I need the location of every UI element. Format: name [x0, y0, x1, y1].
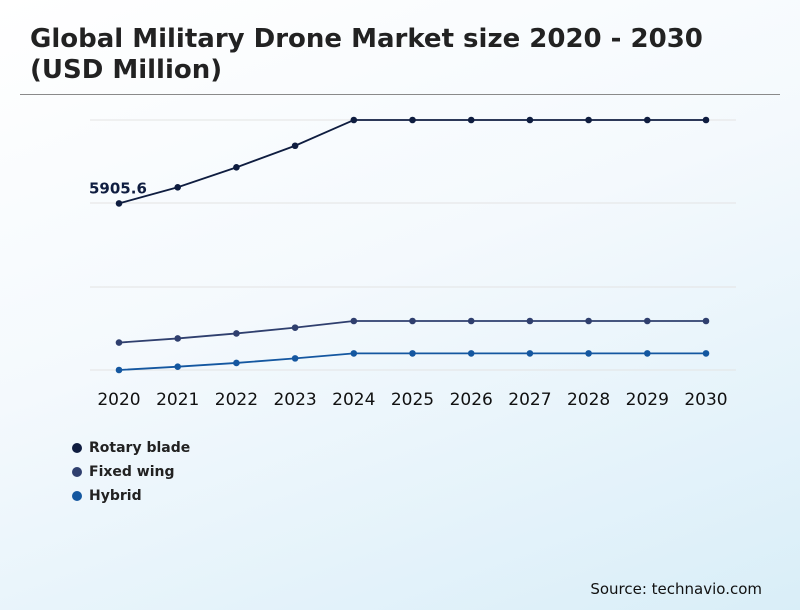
legend-label: Hybrid	[89, 488, 142, 504]
data-point	[644, 317, 651, 325]
source-note: Source: technavio.com	[590, 580, 762, 598]
data-point	[233, 164, 240, 171]
data-point	[644, 116, 651, 124]
data-point	[233, 359, 240, 367]
data-point	[115, 339, 123, 346]
legend-marker-icon	[72, 491, 82, 501]
legend-marker-icon	[72, 467, 82, 477]
x-tick-label: 2024	[332, 390, 375, 410]
data-point	[409, 116, 416, 124]
data-point	[291, 142, 299, 150]
x-tick-label: 2027	[508, 390, 551, 410]
chart-title: Global Military Drone Market size 2020 -…	[30, 24, 703, 85]
legend-item: Rotary blade	[72, 436, 190, 460]
data-point	[526, 317, 534, 325]
x-tick-label: 2020	[97, 390, 140, 410]
data-point	[526, 350, 534, 357]
data-point	[350, 116, 358, 124]
data-point	[409, 317, 416, 325]
data-point	[350, 350, 358, 357]
data-point	[115, 366, 123, 374]
x-tick-label: 2023	[273, 390, 316, 410]
data-point	[585, 317, 592, 325]
title-divider	[20, 94, 780, 95]
data-point	[702, 116, 710, 124]
x-tick-label: 2021	[156, 390, 199, 410]
data-point	[291, 324, 299, 331]
data-point	[409, 350, 416, 357]
data-point	[174, 335, 181, 342]
x-tick-label: 2028	[567, 390, 610, 410]
data-point	[467, 350, 475, 357]
data-point	[585, 350, 592, 357]
data-point	[233, 330, 240, 337]
data-point	[291, 355, 299, 362]
legend-item: Fixed wing	[72, 460, 190, 484]
legend-marker-icon	[72, 443, 82, 453]
data-point	[644, 350, 651, 357]
legend-label: Rotary blade	[89, 440, 191, 456]
data-label: 5905.6	[89, 179, 147, 197]
x-tick-label: 2029	[626, 390, 669, 410]
x-tick-label: 2026	[450, 390, 493, 410]
data-point	[174, 363, 181, 370]
data-point	[702, 350, 710, 357]
legend-label: Fixed wing	[89, 464, 175, 480]
data-point	[467, 116, 475, 124]
data-point	[350, 317, 358, 325]
data-point	[585, 116, 592, 124]
x-tick-label: 2022	[215, 390, 258, 410]
data-point	[526, 116, 534, 124]
x-tick-label: 2030	[684, 390, 727, 410]
data-point	[467, 317, 475, 325]
chart-legend: Rotary blade Fixed wing Hybrid	[72, 436, 190, 508]
legend-item: Hybrid	[72, 484, 190, 508]
data-point	[702, 317, 710, 325]
data-point	[174, 183, 181, 191]
series-line	[118, 119, 706, 205]
data-point	[115, 200, 123, 207]
x-tick-label: 2025	[391, 390, 434, 410]
